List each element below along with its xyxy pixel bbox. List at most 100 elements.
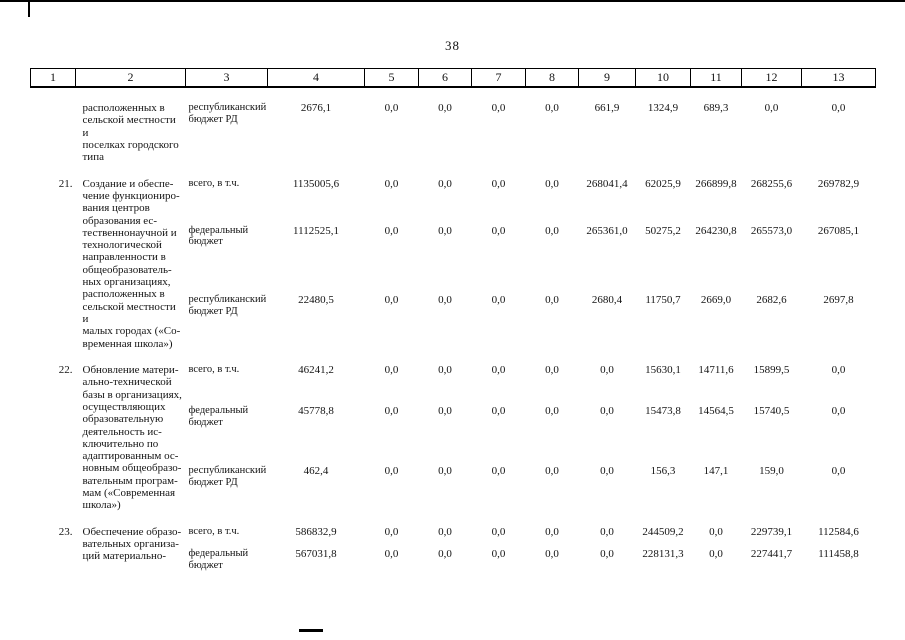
scan-artifact-bottom [299,629,323,632]
table-header: 1 2 3 4 5 6 7 8 9 10 11 12 13 [30,68,876,88]
value-cell: 0,0 [491,525,506,538]
value-cell: 689,3 [703,102,729,114]
table-row: 23. Обеспечение образо- вательных организ… [31,525,876,563]
value-cell: 0,0 [491,465,506,478]
column-header-11: 11 [690,68,742,88]
value-cell: 0,0 [491,177,506,190]
value-cell: 62025,9 [645,177,681,190]
value-cell: 0,0 [438,548,452,561]
budget-source: федеральный бюджет [188,404,249,428]
value-cell: 14711,6 [698,363,734,376]
value-cell: 11750,7 [645,294,681,307]
column-header-10: 10 [635,68,691,88]
column-header-1: 1 [30,68,76,88]
value-cell: 567031,8 [295,548,337,561]
value-cell: 2676,1 [300,102,332,114]
value-cell: 265361,0 [586,224,628,237]
value-cell: 0,0 [709,548,723,561]
value-cell: 0,0 [491,548,506,561]
value-cell: 0,0 [545,548,559,561]
table-row: 22. Обновление матери- ально-технической … [31,363,876,511]
value-cell: 0,0 [384,465,399,478]
value-cell: 0,0 [491,224,506,237]
budget-source: республиканский бюджет РД [188,294,267,318]
value-cell: 0,0 [438,525,452,538]
value-cell: 661,9 [594,102,620,114]
value-cell: 0,0 [491,294,506,307]
value-cell: 227441,7 [750,548,793,561]
column-header-3: 3 [185,68,268,88]
value-cell: 0,0 [600,548,614,561]
value-cell: 265573,0 [750,224,793,237]
value-cell: 2680,4 [591,294,623,307]
value-cell: 267085,1 [817,224,860,237]
value-cell: 1112525,1 [293,224,339,237]
value-cell: 0,0 [600,465,614,478]
value-cell: 0,0 [545,404,559,417]
value-cell: 147,1 [703,465,729,478]
value-cell: 0,0 [600,363,614,376]
value-cell: 15473,8 [645,404,681,417]
row-number [31,87,76,178]
value-cell: 0,0 [438,404,452,417]
column-header-2: 2 [75,68,186,88]
budget-source: всего, в т.ч. [188,525,240,537]
value-cell: 0,0 [384,102,399,114]
value-cell: 462,4 [303,465,329,478]
value-cell: 0,0 [384,363,399,376]
value-cell: 0,0 [600,404,614,417]
value-cell: 1324,9 [647,102,679,114]
column-header-9: 9 [578,68,636,88]
value-cell: 159,0 [759,465,784,478]
value-cell: 0,0 [384,404,399,417]
measure-name: расположенных в сельской местности и пос… [82,102,179,164]
value-cell: 0,0 [384,525,399,538]
table-row: расположенных в сельской местности и пос… [31,87,876,178]
column-header-13: 13 [801,68,876,88]
value-cell: 264230,8 [695,224,737,237]
value-cell: 0,0 [545,465,559,478]
value-cell: 0,0 [438,465,452,478]
table-row: федеральный бюджет 45778,8 0,0 0,0 0,0 0,0 0,0… [31,405,876,465]
column-header-5: 5 [364,68,419,88]
value-cell: 0,0 [438,294,452,307]
table-row: федеральный бюджет 1112525,1 0,0 0,0 0,0 0,0 2… [31,225,876,295]
value-cell: 111458,8 [818,548,859,561]
value-cell: 0,0 [545,177,559,190]
value-cell: 156,3 [650,465,676,478]
value-cell: 0,0 [491,102,506,114]
value-cell: 0,0 [831,404,846,417]
table-row: республиканский бюджет РД 462,4 0,0 0,0 0,0 0… [31,465,876,525]
value-cell: 0,0 [438,177,452,190]
column-header-7: 7 [471,68,526,88]
value-cell: 0,0 [545,102,559,114]
value-cell: 0,0 [545,525,559,538]
value-cell: 0,0 [709,525,723,538]
table-row: республиканский бюджет РД 22480,5 0,0 0,0 0,… [31,294,876,364]
budget-source: республиканский бюджет РД [188,102,267,125]
value-cell: 266899,8 [695,177,737,190]
row-number: 23. [58,525,73,538]
budget-source: всего, в т.ч. [188,177,240,189]
value-cell: 229739,1 [750,525,793,538]
value-cell: 15899,5 [753,363,790,376]
value-cell: 15630,1 [645,363,681,376]
value-cell: 0,0 [545,363,559,376]
row-number: 21. [58,177,73,190]
value-cell: 0,0 [831,102,846,114]
table-row: 21. Создание и обеспе- чение функциониро-… [31,177,876,350]
column-header-6: 6 [418,68,472,88]
value-cell: 0,0 [491,363,506,376]
value-cell: 0,0 [831,363,846,376]
measure-name: Создание и обеспе- чение функциониро- ва… [82,177,181,350]
value-cell: 1135005,6 [292,177,340,190]
value-cell: 46241,2 [298,363,334,376]
value-cell: 0,0 [438,224,452,237]
budget-source: федеральный бюджет [188,548,249,572]
table-row: федеральный бюджет 567031,8 0,0 0,0 0,0 0,0 0,… [31,548,876,582]
value-cell: 0,0 [545,224,559,237]
table-header-row: 1 2 3 4 5 6 7 8 9 10 11 12 13 [30,68,876,88]
page-number: 38 [445,38,460,53]
value-cell: 0,0 [491,404,506,417]
